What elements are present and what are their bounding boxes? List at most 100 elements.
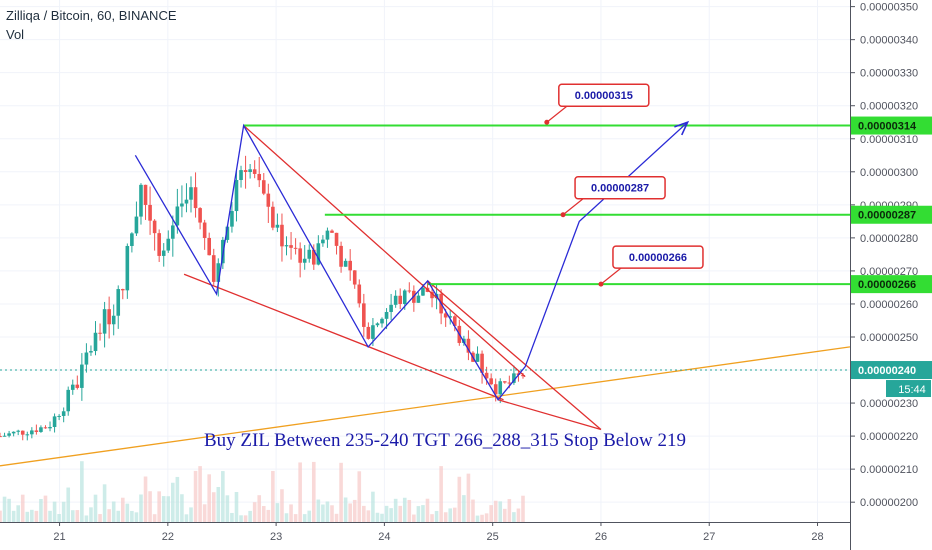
candle-body: [66, 389, 71, 412]
candle-body: [448, 316, 453, 318]
volume-bar: [375, 512, 380, 522]
candle-body: [157, 233, 161, 256]
volume-bar: [352, 499, 357, 522]
volume-bar: [93, 494, 98, 522]
price-tick-label: 0.00000200: [860, 497, 918, 509]
volume-bar: [134, 512, 139, 522]
candle-body: [507, 382, 512, 384]
volume-bar: [271, 470, 275, 522]
candle-body: [139, 184, 143, 217]
candle-body: [402, 290, 407, 304]
candle-body: [107, 309, 111, 325]
volume-bar: [284, 513, 289, 522]
volume-bar: [189, 507, 193, 522]
volume-bar: [462, 495, 466, 522]
price-tick-label: 0.00000300: [860, 167, 918, 179]
candle-body: [443, 313, 448, 318]
volume-bar: [16, 505, 20, 522]
volume-bar: [198, 466, 202, 522]
volume-bar: [275, 503, 280, 522]
candle-body: [193, 187, 198, 209]
candle-body: [475, 353, 480, 362]
volume-bar: [252, 502, 257, 522]
candle-body: [34, 430, 39, 432]
candle-body: [161, 250, 166, 256]
volume-bar: [84, 515, 89, 522]
volume-bar: [362, 505, 366, 522]
volume-bar: [11, 510, 16, 522]
volume-bar: [143, 476, 148, 522]
time-tick-label: 27: [703, 531, 715, 543]
candle-body: [98, 332, 102, 334]
volume-bar: [130, 510, 134, 522]
volume-bar: [489, 505, 493, 522]
candle-body: [311, 249, 316, 265]
volume-bar: [2, 496, 7, 522]
volume-bar: [311, 461, 316, 522]
candle-body: [257, 173, 262, 181]
candle-body: [243, 170, 248, 173]
volume-bar: [148, 491, 152, 522]
time-tick-label: 24: [378, 531, 390, 543]
volume-bar: [380, 513, 384, 522]
volume-bar: [325, 501, 330, 522]
volume-bar: [80, 461, 84, 522]
volume-bar: [20, 494, 25, 522]
volume-bar: [503, 508, 507, 522]
volume-bar: [493, 500, 498, 522]
volume-bar: [471, 499, 475, 522]
candle-body: [316, 243, 321, 265]
volume-bar: [480, 514, 484, 522]
wedge-line: [497, 399, 602, 431]
candle-body: [398, 295, 403, 304]
volume-bar: [61, 501, 66, 522]
candle-body: [234, 179, 239, 212]
candle-body: [211, 255, 216, 282]
volume-bar: [207, 474, 211, 522]
volume-bar: [416, 506, 421, 522]
candle-body: [271, 206, 275, 228]
candle-body: [380, 318, 384, 324]
volume-bar: [39, 498, 43, 522]
candle-body: [2, 435, 7, 437]
candle-body: [298, 248, 302, 263]
candle-body: [362, 303, 366, 327]
price-tick-label: 0.00000330: [860, 68, 918, 80]
candle-body: [466, 338, 471, 353]
candle-body: [84, 352, 89, 365]
candle-body: [80, 364, 84, 388]
candle-body: [180, 203, 184, 207]
candle-body: [330, 230, 334, 233]
candle-body: [416, 295, 421, 303]
price-level-badge-label: 0.00000266: [858, 279, 916, 291]
volume-bar: [512, 512, 516, 522]
price-tick-label: 0.00000270: [860, 266, 918, 278]
candle-body: [493, 384, 498, 395]
volume-bar: [261, 506, 266, 522]
volume-bar: [43, 495, 48, 522]
volume-bar: [221, 471, 225, 522]
volume-bar: [52, 501, 57, 522]
volume-bar: [243, 515, 248, 522]
time-axis[interactable]: 21 22 23 24 25 26 27 28: [0, 522, 850, 543]
volume-bar: [366, 510, 371, 522]
volume-bar: [34, 510, 39, 522]
price-axis[interactable]: 0.00000350 0.00000340 0.00000330 0.00000320…: [850, 0, 932, 550]
candle-body: [130, 233, 134, 246]
candle-body: [498, 381, 503, 395]
candle-body: [293, 247, 298, 249]
price-level-badge-label: 0.00000314: [858, 121, 917, 133]
candle-body: [57, 415, 61, 417]
candle-body: [171, 225, 175, 239]
volume-bar: [25, 511, 30, 522]
time-tick-label: 22: [162, 531, 174, 543]
volume-bar: [398, 505, 403, 522]
candle-body: [284, 245, 289, 247]
volume-bar: [125, 503, 130, 522]
chart-labels: Buy ZIL Between 235-240 TGT 266_288_315 …: [204, 430, 686, 451]
candle-body: [261, 180, 266, 194]
candle-body: [207, 237, 211, 256]
candle-body: [325, 230, 330, 240]
price-level-badge: [851, 205, 932, 224]
